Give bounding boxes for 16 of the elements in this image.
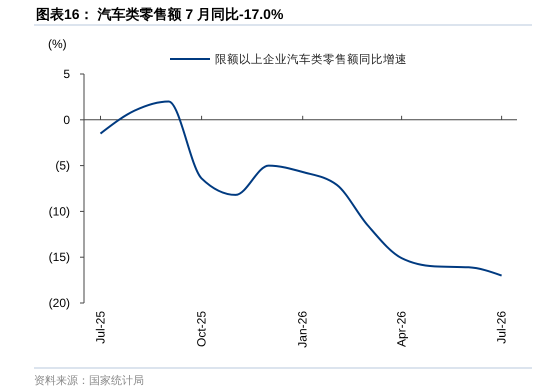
chart-title: 图表16： 汽车类零售额 7 月同比-17.0% [36,6,284,22]
x-tick-label: Jul-26 [494,310,509,344]
line-series [99,100,503,277]
text: 资料来源：国家统计局 [34,374,144,387]
y-tick-label: 0 [63,112,70,127]
y-axis-title: (%) [48,37,67,51]
legend-label: 限额以上企业汽车类零售额同比增速 [215,52,407,66]
x-tick-label: Jan-26 [296,310,310,348]
x-tick-label: Apr-26 [394,310,409,348]
y-tick-label: (10) [48,204,70,218]
y-tick-label: 5 [63,67,70,81]
y-tick-label: (15) [48,250,70,264]
y-tick-label: (5) [55,158,70,173]
x-tick-label: Jul-25 [93,310,108,344]
x-tick-label: Oct-25 [194,310,209,348]
y-tick-label: (20) [48,296,70,310]
